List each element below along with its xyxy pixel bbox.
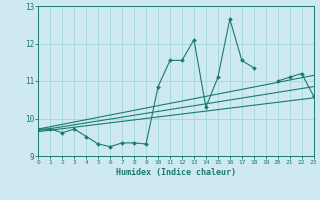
X-axis label: Humidex (Indice chaleur): Humidex (Indice chaleur) <box>116 168 236 177</box>
